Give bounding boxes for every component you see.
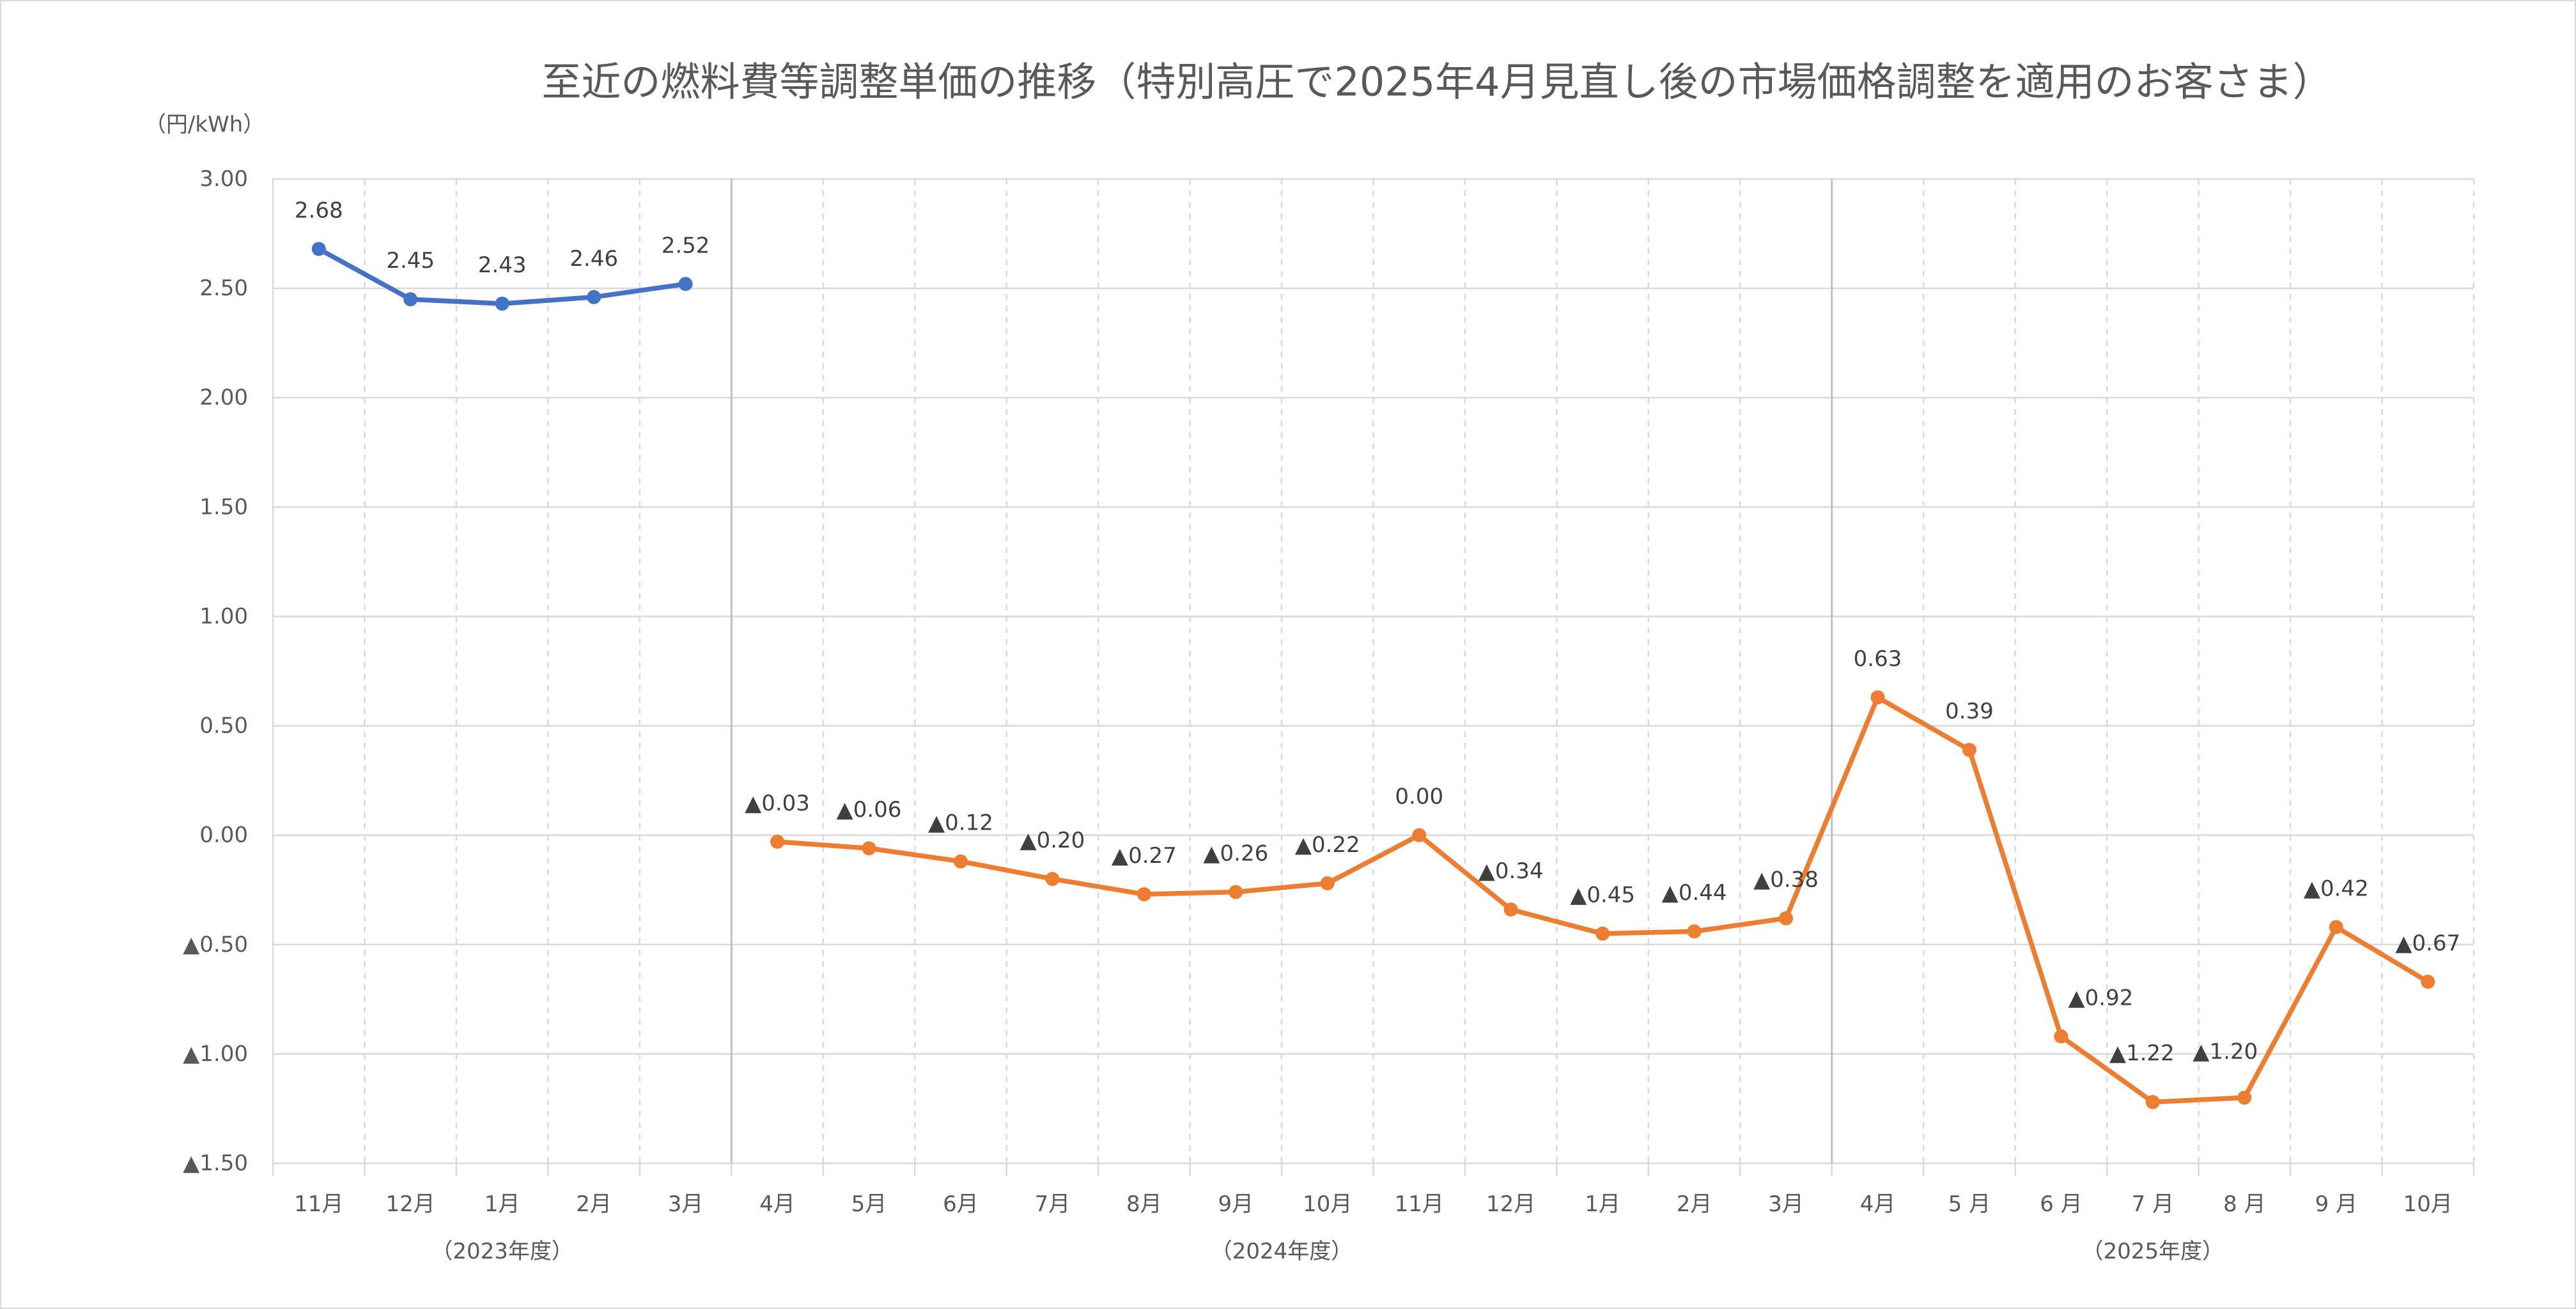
y-tick-label: 3.00 — [199, 166, 248, 192]
y-axis-tick-labels: 3.00 2.50 2.00 1.50 1.00 0.50 0.00 ▲0.50 ▲1.00 ▲1… — [183, 166, 248, 1176]
data-point-marker — [1320, 876, 1335, 890]
x-tick-label: 10月 — [1303, 1191, 1352, 1217]
x-tick-label: 3月 — [1768, 1191, 1804, 1217]
data-point-marker — [1412, 828, 1427, 842]
x-tick-label: 7 月 — [2132, 1191, 2174, 1217]
data-label: ▲0.38 — [1753, 867, 1819, 893]
chart-title: 至近の燃料費等調整単価の推移（特別高圧で2025年4月見直し後の市場価格調整を適… — [541, 59, 2332, 105]
data-label: ▲0.92 — [2068, 986, 2134, 1011]
x-tick-label: 5月 — [851, 1191, 887, 1217]
x-tick-label: 11月 — [1395, 1191, 1444, 1217]
data-label: ▲0.22 — [1295, 832, 1360, 858]
data-point-marker — [495, 297, 509, 311]
x-tick-label: 8月 — [1126, 1191, 1162, 1217]
data-point-marker — [311, 242, 326, 256]
x-tick-label: 4月 — [1860, 1191, 1896, 1217]
fiscal-year-group-labels: （2023年度） （2024年度） （2025年度） — [431, 1239, 2224, 1264]
fiscal-year-label: （2023年度） — [431, 1239, 573, 1264]
data-label: ▲1.20 — [2192, 1039, 2258, 1064]
x-tick-label: 9月 — [1218, 1191, 1253, 1217]
data-point-marker — [678, 277, 693, 291]
y-tick-label: 1.50 — [199, 494, 248, 520]
data-point-marker — [1137, 887, 1151, 902]
x-tick-label: 5 月 — [1948, 1191, 1990, 1217]
x-tick-label: 4月 — [759, 1191, 795, 1217]
data-label: 0.39 — [1945, 699, 1994, 724]
x-tick-label: 1月 — [1585, 1191, 1620, 1217]
data-point-marker — [2237, 1090, 2252, 1105]
data-label: 2.68 — [295, 198, 343, 224]
x-tick-label: 8 月 — [2223, 1191, 2265, 1217]
data-label: ▲0.03 — [745, 791, 810, 816]
y-tick-label: 2.00 — [199, 385, 248, 410]
data-point-marker — [2421, 974, 2435, 989]
series-layer — [311, 242, 2435, 1110]
data-label: ▲0.20 — [1020, 828, 1085, 853]
data-point-marker — [1229, 885, 1243, 899]
data-label: 2.52 — [662, 233, 710, 258]
y-tick-label: ▲0.50 — [183, 932, 248, 957]
data-label: ▲0.45 — [1570, 883, 1635, 908]
y-tick-label: 0.00 — [199, 823, 248, 848]
data-label: ▲0.27 — [1112, 843, 1177, 869]
x-tick-label: 7月 — [1035, 1191, 1071, 1217]
data-point-marker — [2054, 1029, 2068, 1044]
data-label: ▲0.67 — [2395, 931, 2460, 956]
data-point-marker — [1870, 690, 1885, 705]
x-tick-label: 11月 — [294, 1191, 343, 1217]
data-point-marker — [1962, 743, 1976, 757]
data-labels: 2.68 2.45 2.43 2.46 2.52 ▲0.03 ▲0.06 ▲0.12 ▲0.20… — [295, 198, 2460, 1067]
x-tick-label: 1月 — [485, 1191, 520, 1217]
x-tick-label: 9 月 — [2315, 1191, 2357, 1217]
y-tick-label: ▲1.00 — [183, 1041, 248, 1067]
data-point-marker — [1503, 902, 1518, 917]
data-label: ▲0.06 — [837, 797, 902, 823]
data-point-marker — [862, 841, 876, 856]
data-point-marker — [1687, 924, 1702, 939]
x-tick-label: 12月 — [386, 1191, 435, 1217]
x-tick-label: 6月 — [943, 1191, 979, 1217]
x-tick-label: 6 月 — [2040, 1191, 2082, 1217]
data-label: ▲0.26 — [1203, 841, 1268, 867]
fiscal-year-label: （2024年度） — [1211, 1239, 1353, 1264]
data-point-marker — [403, 292, 418, 307]
data-point-marker — [587, 290, 601, 304]
data-point-marker — [953, 854, 968, 869]
x-tick-label: 2月 — [576, 1191, 612, 1217]
data-point-marker — [1045, 872, 1060, 887]
data-point-marker — [1779, 911, 1794, 926]
data-point-marker — [2145, 1095, 2160, 1110]
data-label: ▲0.34 — [1478, 858, 1544, 884]
data-point-marker — [2329, 920, 2343, 934]
y-tick-label: 0.50 — [199, 713, 248, 739]
y-tick-label: 2.50 — [199, 275, 248, 301]
data-label: ▲0.42 — [2304, 876, 2369, 901]
data-point-marker — [1595, 926, 1610, 941]
y-axis-unit-label: （円/kWh） — [144, 112, 265, 137]
data-label: ▲0.44 — [1662, 880, 1727, 906]
data-label: 2.43 — [478, 252, 527, 278]
x-tick-label: 2月 — [1677, 1191, 1712, 1217]
x-tick-label: 3月 — [668, 1191, 704, 1217]
x-tick-label: 10月 — [2403, 1191, 2453, 1217]
data-label: ▲0.12 — [928, 810, 993, 836]
data-label: 2.46 — [570, 246, 618, 272]
data-point-marker — [770, 834, 785, 849]
data-label: 0.63 — [1854, 646, 1902, 672]
fiscal-year-label: （2025年度） — [2082, 1239, 2224, 1264]
x-axis-tick-labels: 11月 12月 1月 2月 3月 4月 5月 6月 7月 8月 9月 10月 11月 12月 1月 2月 3月 4… — [294, 1191, 2453, 1217]
data-label: 0.00 — [1395, 784, 1443, 810]
x-tick-label: 12月 — [1486, 1191, 1535, 1217]
data-label: 2.45 — [386, 248, 435, 274]
data-label: ▲1.22 — [2109, 1041, 2175, 1066]
y-tick-label: 1.00 — [199, 603, 248, 629]
gridlines — [272, 178, 2475, 1176]
y-tick-label: ▲1.50 — [183, 1150, 248, 1176]
